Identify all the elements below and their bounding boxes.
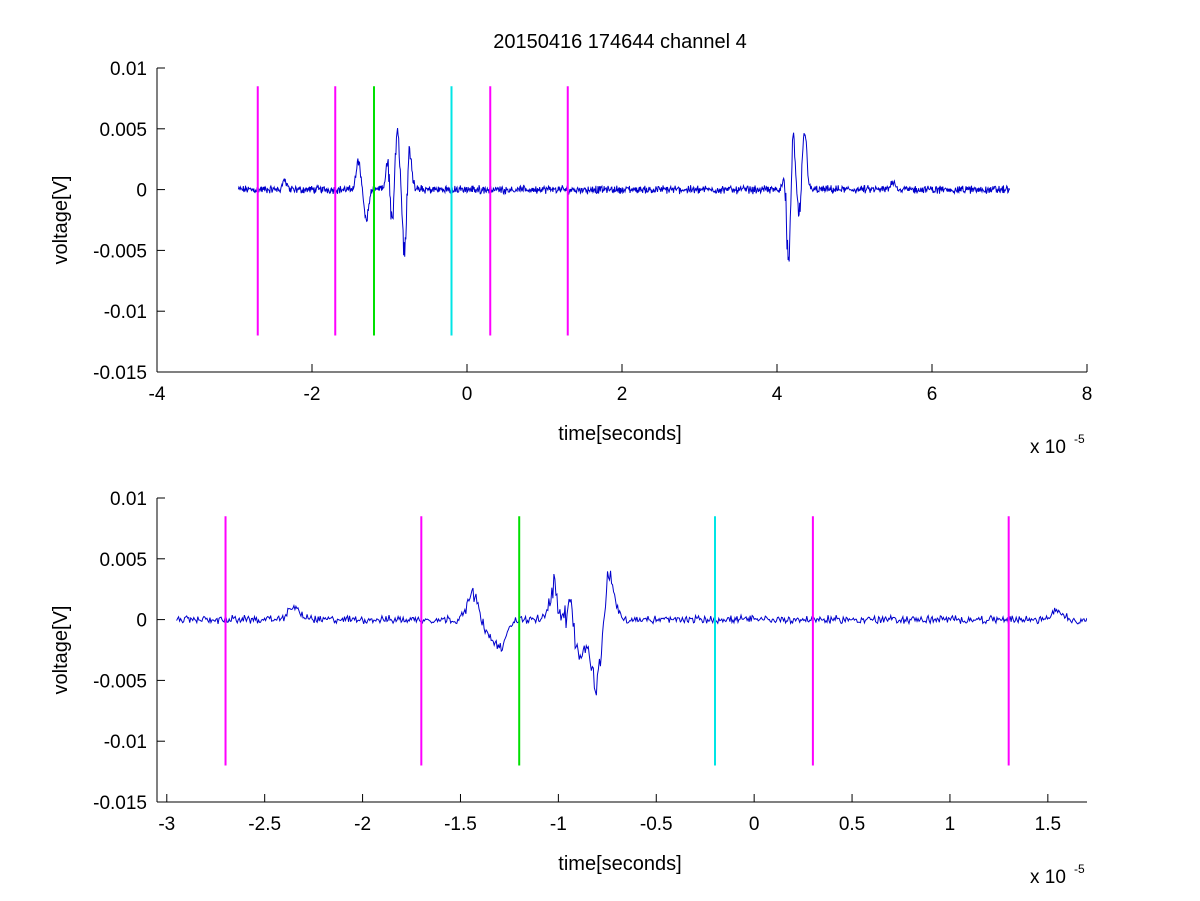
y-tick-label: -0.01	[104, 732, 147, 753]
y-tick-label: 0.01	[110, 489, 147, 510]
x-tick-label: -1	[550, 814, 567, 835]
x-tick-label: -1.5	[444, 814, 477, 835]
x-tick-label: 2	[617, 384, 628, 405]
y-tick-label: -0.015	[93, 363, 147, 384]
y-tick-label: 0.005	[99, 120, 147, 141]
y-tick-label: -0.005	[93, 671, 147, 692]
x-tick-label: -2	[354, 814, 371, 835]
y-tick-label: -0.005	[93, 241, 147, 262]
signal-trace	[176, 570, 1087, 696]
x-exponent-power: -5	[1074, 432, 1085, 446]
x-tick-label: 6	[927, 384, 938, 405]
x-tick-label: 1.5	[1035, 814, 1061, 835]
signal-trace	[237, 127, 1010, 262]
y-tick-label: 0.005	[99, 550, 147, 571]
x-tick-label: -2	[304, 384, 321, 405]
y-tick-label: 0.01	[110, 59, 147, 80]
x-tick-label: 0	[462, 384, 473, 405]
x-tick-label: -4	[149, 384, 166, 405]
y-tick-label: -0.01	[104, 302, 147, 323]
y-axis-label: voltage[V]	[50, 606, 72, 695]
y-tick-label: 0	[136, 181, 147, 202]
x-tick-label: 1	[945, 814, 956, 835]
y-tick-label: 0	[136, 611, 147, 632]
x-exponent-label: x 10	[1030, 867, 1066, 888]
y-axis-label: voltage[V]	[50, 176, 72, 265]
x-exponent-label: x 10	[1030, 437, 1066, 458]
chart-panel-2: -0.015 -0.01 -0.005 0 0.005 0.01 -3 -2.5 -2 -1.5 -…	[50, 489, 1087, 888]
x-tick-label: -3	[158, 814, 175, 835]
x-tick-label: 4	[772, 384, 783, 405]
y-tick-label: -0.015	[93, 793, 147, 814]
x-axis-label: time[seconds]	[558, 423, 681, 445]
chart-title: 20150416 174644 channel 4	[493, 31, 747, 53]
x-axis-label: time[seconds]	[558, 853, 681, 875]
x-tick-label: 0	[749, 814, 760, 835]
chart-panel-1: -0.015 -0.01 -0.005 0 0.005 0.01 -4 -2 0 2 4 6 8 time…	[50, 59, 1092, 458]
x-exponent-power: -5	[1074, 862, 1085, 876]
x-tick-label: 0.5	[839, 814, 865, 835]
x-tick-label: 8	[1082, 384, 1093, 405]
x-tick-label: -0.5	[640, 814, 673, 835]
x-tick-label: -2.5	[248, 814, 281, 835]
